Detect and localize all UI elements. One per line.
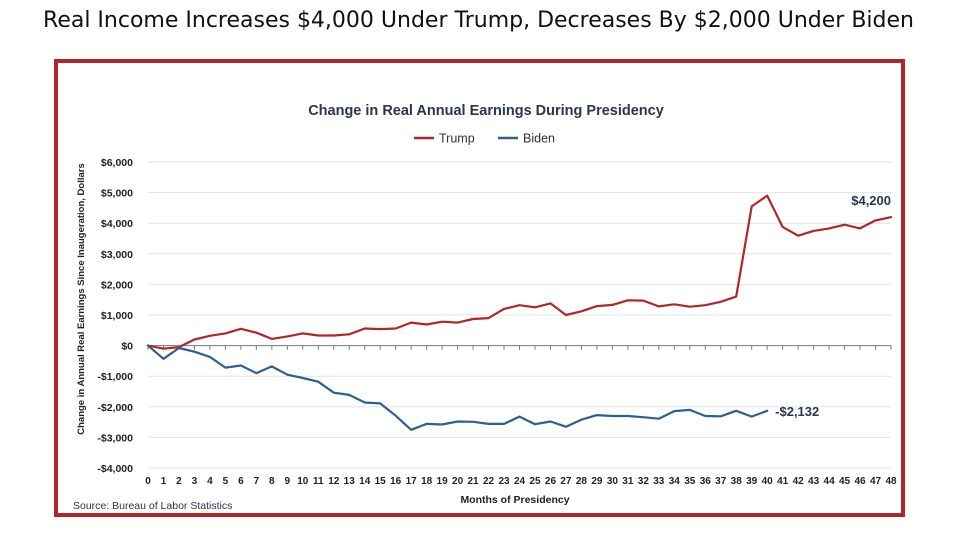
page-headline: Real Income Increases $4,000 Under Trump… — [43, 8, 914, 33]
x-tick-label: 29 — [591, 476, 603, 487]
x-tick-label: 31 — [622, 476, 634, 487]
x-tick-label: 40 — [762, 476, 774, 487]
x-tick-label: 19 — [437, 476, 449, 487]
x-tick-label: 1 — [161, 476, 167, 487]
x-tick-label: 21 — [468, 476, 480, 487]
x-tick-label: 33 — [653, 476, 665, 487]
x-tick-label: 43 — [808, 476, 820, 487]
y-tick-label: $5,000 — [101, 188, 133, 200]
x-tick-label: 35 — [684, 476, 696, 487]
x-tick-label: 14 — [359, 476, 371, 487]
x-tick-label: 13 — [344, 476, 356, 487]
x-tick-label: 44 — [824, 476, 836, 487]
x-tick-label: 24 — [514, 476, 526, 487]
source-note: Source: Bureau of Labor Statistics — [73, 500, 232, 512]
legend-label-biden: Biden — [523, 132, 555, 146]
x-tick-label: 16 — [390, 476, 402, 487]
x-tick-label: 18 — [421, 476, 433, 487]
series-lines — [146, 194, 893, 431]
x-tick-label: 34 — [669, 476, 681, 487]
x-tick-label: 37 — [715, 476, 727, 487]
y-axis-label: Change in Annual Real Earnings Since Ina… — [76, 163, 87, 435]
x-tick-label: 46 — [854, 476, 866, 487]
x-tick-label: 9 — [285, 476, 291, 487]
y-tick-label: -$3,000 — [97, 432, 133, 444]
y-axis-ticks: $6,000 $5,000 $4,000 $3,000 $2,000 $1,000 $0 -$… — [97, 157, 891, 475]
x-tick-label: 48 — [885, 476, 897, 487]
series-line-biden — [146, 344, 769, 431]
series-line-trump — [146, 194, 893, 350]
end-labels: $4,200 -$2,132 — [775, 193, 891, 419]
x-tick-label: 8 — [269, 476, 275, 487]
x-tick-label: 45 — [839, 476, 851, 487]
y-tick-label: $1,000 — [101, 310, 133, 322]
x-tick-label: 25 — [529, 476, 541, 487]
y-tick-label: -$2,000 — [97, 402, 133, 414]
x-tick-label: 0 — [145, 476, 151, 487]
x-tick-label: 17 — [406, 476, 418, 487]
x-tick-label: 27 — [560, 476, 572, 487]
x-tick-label: 7 — [254, 476, 260, 487]
line-chart: Change in Real Annual Earnings During Pr… — [73, 103, 897, 512]
x-tick-label: 23 — [498, 476, 510, 487]
x-tick-label: 39 — [746, 476, 758, 487]
x-tick-label: 6 — [238, 476, 244, 487]
x-tick-label: 41 — [777, 476, 789, 487]
x-tick-label: 2 — [176, 476, 182, 487]
y-tick-label: $3,000 — [101, 249, 133, 261]
x-tick-label: 38 — [731, 476, 743, 487]
x-tick-label: 30 — [607, 476, 619, 487]
y-tick-label: $0 — [121, 341, 133, 353]
y-tick-label: $6,000 — [101, 157, 133, 169]
x-tick-label: 5 — [223, 476, 229, 487]
x-tick-label: 20 — [452, 476, 464, 487]
x-tick-label: 28 — [576, 476, 588, 487]
y-tick-label: -$4,000 — [97, 463, 133, 475]
x-tick-label: 15 — [375, 476, 387, 487]
y-tick-label: $4,000 — [101, 218, 133, 230]
x-axis-label: Months of Presidency — [460, 494, 569, 506]
x-tick-label: 22 — [483, 476, 495, 487]
trump-end-label: $4,200 — [851, 193, 891, 208]
biden-end-label: -$2,132 — [775, 404, 819, 419]
x-tick-label: 11 — [313, 476, 324, 487]
chart-title: Change in Real Annual Earnings During Pr… — [308, 103, 664, 119]
x-tick-label: 10 — [297, 476, 309, 487]
x-tick-label: 12 — [328, 476, 340, 487]
legend-label-trump: Trump — [439, 132, 475, 146]
legend: Trump Biden — [414, 132, 555, 146]
y-tick-label: $2,000 — [101, 279, 133, 291]
x-tick-label: 26 — [545, 476, 557, 487]
x-tick-label: 3 — [192, 476, 198, 487]
x-tick-label: 42 — [793, 476, 805, 487]
x-tick-label: 47 — [870, 476, 882, 487]
y-tick-label: -$1,000 — [97, 371, 133, 383]
x-tick-label: 32 — [638, 476, 650, 487]
x-tick-label: 36 — [700, 476, 712, 487]
x-tick-label: 4 — [207, 476, 213, 487]
x-axis-ticks: 0 1 2 3 4 5 6 7 8 9 10 11 12 13 14 15 16 17 18 19 20 21 22 23 24… — [145, 345, 897, 487]
chart-frame: Change in Real Annual Earnings During Pr… — [54, 59, 905, 517]
